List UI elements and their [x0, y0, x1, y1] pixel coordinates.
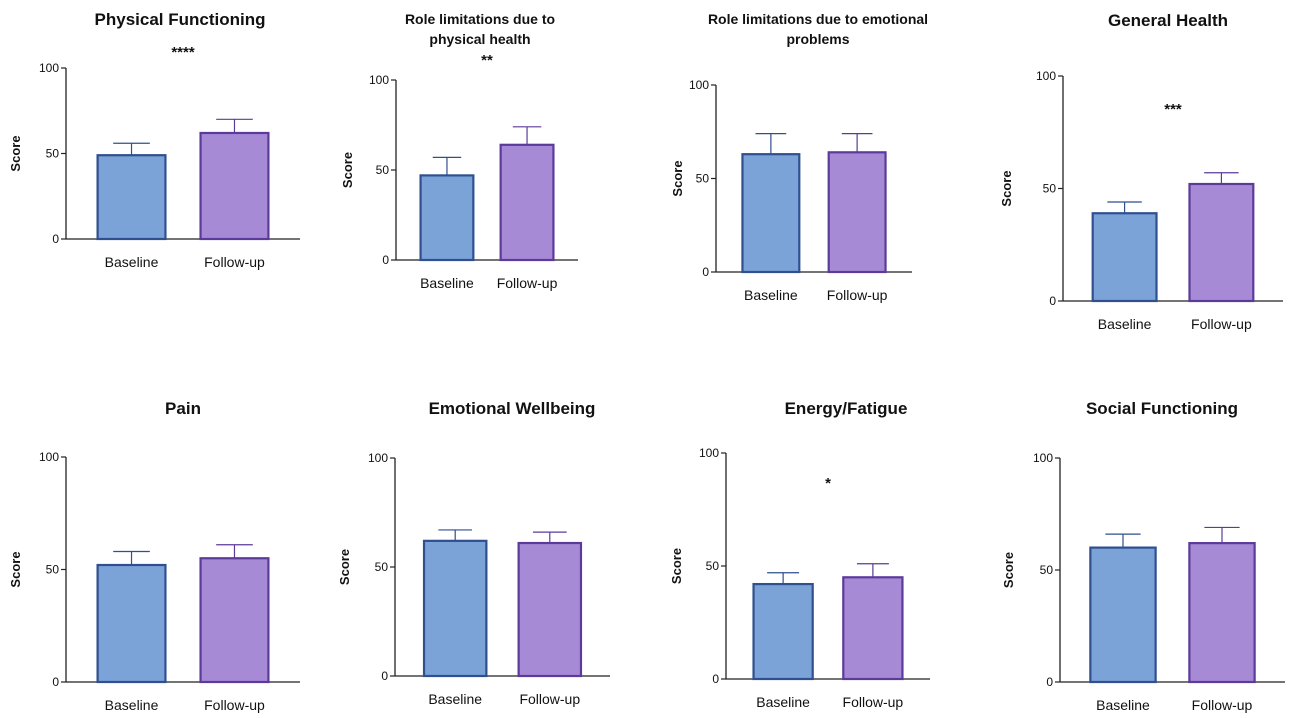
y-axis-label: Score	[340, 152, 355, 188]
y-tick-label: 100	[699, 446, 719, 460]
y-tick-label: 0	[381, 669, 388, 683]
y-axis-label: Score	[999, 170, 1014, 206]
y-tick-label: 50	[696, 172, 710, 186]
x-tick-label: Follow-up	[497, 275, 558, 291]
x-tick-label: Baseline	[1096, 697, 1150, 713]
bar-baseline	[1089, 546, 1157, 684]
y-tick-label: 0	[52, 675, 59, 689]
bar-follow-up	[1188, 542, 1256, 684]
bar-follow-up	[499, 143, 555, 262]
y-tick-label: 50	[376, 163, 390, 177]
y-tick-label: 50	[46, 147, 60, 161]
y-axis-label: Score	[670, 160, 685, 196]
panel-7: Energy/Fatigue * Score 0 50 100 Baseline Follow…	[669, 399, 930, 710]
x-tick-label: Baseline	[420, 275, 474, 291]
bar-follow-up	[827, 151, 887, 274]
bar-baseline	[419, 174, 475, 262]
y-axis-label: Score	[669, 548, 684, 584]
x-tick-label: Follow-up	[204, 254, 265, 270]
x-tick-label: Follow-up	[1191, 316, 1252, 332]
chart-title: Emotional Wellbeing	[429, 399, 596, 418]
significance-marker: ****	[171, 44, 195, 61]
bar-follow-up	[517, 541, 583, 678]
x-tick-label: Baseline	[105, 254, 159, 270]
bar-baseline	[422, 539, 488, 678]
x-tick-label: Follow-up	[519, 691, 580, 707]
y-tick-label: 0	[1046, 675, 1053, 689]
y-tick-label: 100	[689, 78, 709, 92]
chart-title: General Health	[1108, 11, 1228, 30]
significance-marker: **	[481, 52, 493, 69]
x-tick-label: Baseline	[756, 694, 810, 710]
y-tick-label: 50	[375, 560, 389, 574]
chart-title: Role limitations due to physical health	[405, 11, 555, 47]
y-tick-label: 0	[382, 253, 389, 267]
y-axis-label: Score	[1001, 552, 1016, 588]
y-axis-label: Score	[8, 135, 23, 171]
x-tick-label: Follow-up	[1192, 697, 1253, 713]
bar-baseline	[96, 563, 167, 684]
y-tick-label: 0	[1049, 294, 1056, 308]
panel-6: Emotional Wellbeing Score 0 50 100 Baseline Fo…	[337, 399, 610, 707]
panel-8: Social Functioning Score 0 50 100 Baseline Fol…	[1001, 399, 1285, 713]
y-tick-label: 100	[39, 61, 59, 75]
panel-1: Physical Functioning **** Score 0 50 100 Basel…	[8, 10, 300, 270]
panel-2: Role limitations due to physical health **…	[340, 11, 578, 291]
x-tick-label: Baseline	[744, 287, 798, 303]
x-tick-label: Baseline	[428, 691, 482, 707]
x-tick-label: Follow-up	[204, 697, 265, 713]
bar-baseline	[752, 582, 814, 681]
y-tick-label: 100	[368, 451, 388, 465]
y-tick-label: 0	[52, 232, 59, 246]
bar-follow-up	[842, 576, 904, 681]
y-tick-label: 100	[39, 450, 59, 464]
y-tick-label: 0	[712, 672, 719, 686]
y-tick-label: 50	[706, 559, 720, 573]
y-tick-label: 50	[46, 563, 60, 577]
y-axis-label: Score	[337, 549, 352, 585]
y-tick-label: 50	[1040, 563, 1054, 577]
y-tick-label: 100	[1036, 69, 1056, 83]
panel-3: Role limitations due to emotional problem…	[670, 11, 928, 303]
y-tick-label: 0	[702, 265, 709, 279]
bar-follow-up	[199, 131, 270, 241]
y-tick-label: 50	[1043, 182, 1057, 196]
y-tick-label: 100	[369, 73, 389, 87]
panel-4: General Health *** Score 0 50 100 Baseline Foll…	[999, 11, 1283, 332]
bar-baseline	[741, 153, 801, 274]
chart-title: Social Functioning	[1086, 399, 1238, 418]
chart-title: Pain	[165, 399, 201, 418]
bar-baseline	[96, 154, 167, 241]
x-tick-label: Baseline	[1098, 316, 1152, 332]
chart-title: Energy/Fatigue	[785, 399, 908, 418]
x-tick-label: Follow-up	[843, 694, 904, 710]
x-tick-label: Follow-up	[827, 287, 888, 303]
panel-5: Pain Score 0 50 100 Baseline Follow-up	[8, 399, 300, 713]
bar-baseline	[1091, 212, 1158, 303]
y-tick-label: 100	[1033, 451, 1053, 465]
chart-title: Physical Functioning	[95, 10, 266, 29]
bar-follow-up	[1188, 182, 1255, 303]
chart-title: Role limitations due to emotional problem…	[708, 11, 928, 47]
x-tick-label: Baseline	[105, 697, 159, 713]
bar-follow-up	[199, 557, 270, 684]
significance-marker: *	[825, 475, 831, 492]
y-axis-label: Score	[8, 551, 23, 587]
significance-marker: ***	[1164, 101, 1182, 118]
